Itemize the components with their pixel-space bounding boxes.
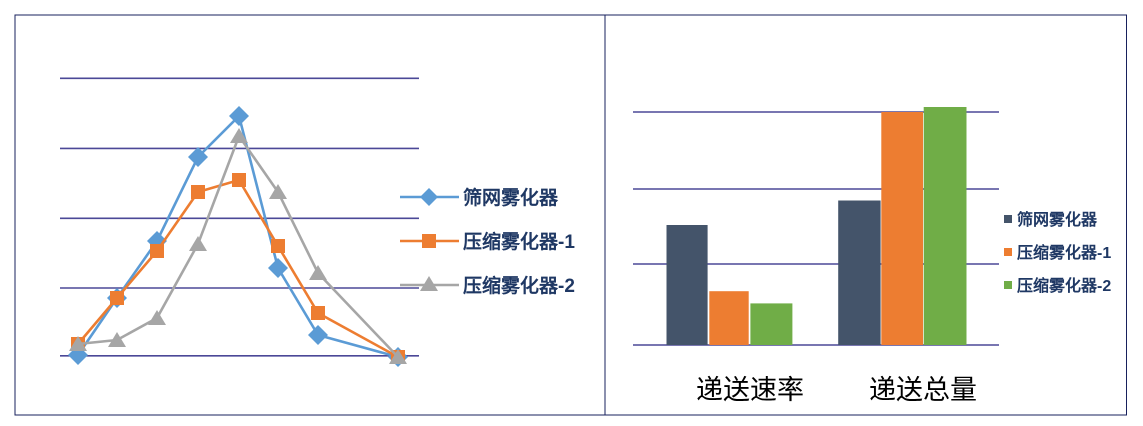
svg-text:压缩雾化器-2: 压缩雾化器-2 (1017, 276, 1111, 295)
svg-text:压缩雾化器-2: 压缩雾化器-2 (463, 274, 575, 297)
svg-text:递送速率: 递送速率 (696, 375, 804, 405)
svg-text:筛网雾化器: 筛网雾化器 (463, 186, 559, 209)
svg-text:压缩雾化器-1: 压缩雾化器-1 (463, 230, 575, 253)
svg-text:筛网雾化器: 筛网雾化器 (1017, 210, 1098, 229)
svg-text:递送总量: 递送总量 (869, 375, 977, 405)
svg-text:压缩雾化器-1: 压缩雾化器-1 (1017, 243, 1111, 262)
